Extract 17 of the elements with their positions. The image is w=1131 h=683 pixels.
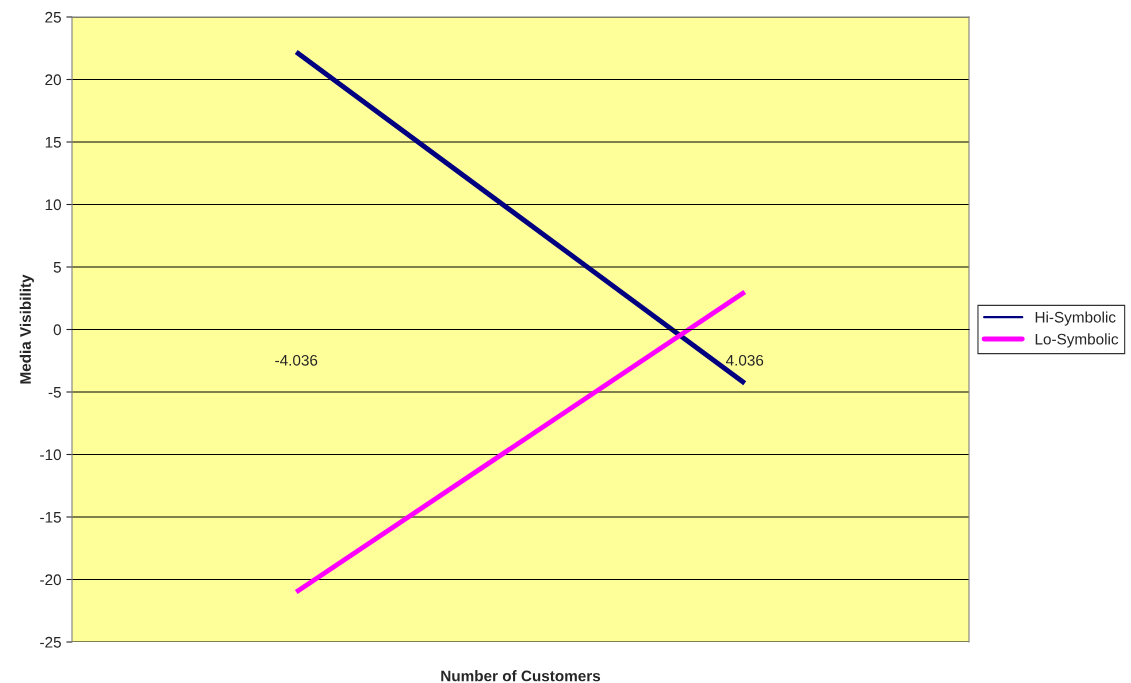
- y-tick-label: 10: [45, 199, 61, 211]
- legend-label: Hi-Symbolic: [1035, 311, 1116, 326]
- y-axis-title: Media Visibility: [19, 274, 34, 384]
- y-tick-label: 15: [45, 137, 61, 148]
- y-tick-label: 20: [45, 74, 61, 86]
- y-tick-label: -20: [40, 574, 61, 586]
- legend-label: Lo-Symbolic: [1035, 333, 1119, 348]
- x-axis-title: Number of Customers: [441, 670, 601, 682]
- y-tick-label: -5: [48, 387, 61, 398]
- y-tick-label: 0: [53, 324, 61, 336]
- y-tick-label: -15: [40, 512, 61, 523]
- y-tick-label: 5: [53, 262, 61, 273]
- x-tick-label: 4.036: [725, 354, 764, 366]
- x-tick-label: -4.036: [275, 354, 318, 366]
- y-tick-label: -25: [40, 636, 61, 648]
- y-tick-label: 25: [45, 11, 61, 23]
- y-tick-label: -10: [40, 449, 61, 461]
